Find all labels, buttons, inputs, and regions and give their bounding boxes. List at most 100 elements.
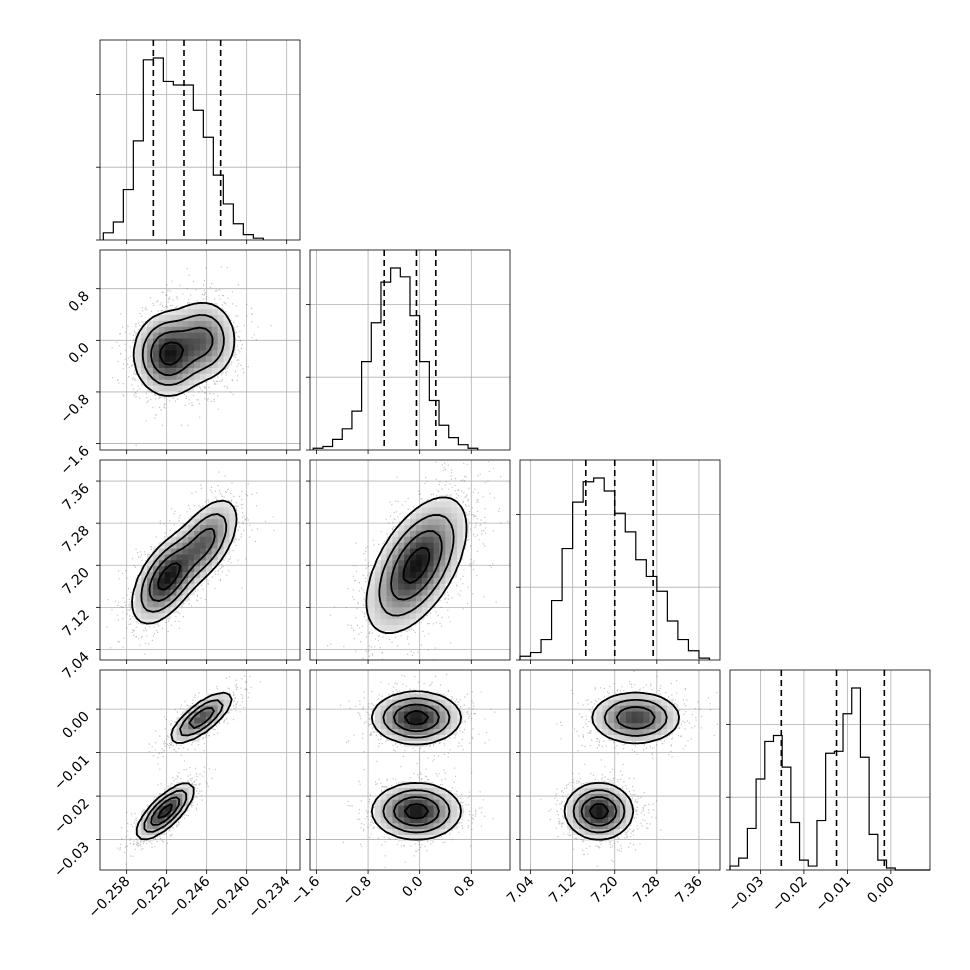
density-cell bbox=[182, 332, 189, 339]
density-cell bbox=[164, 385, 171, 392]
density-cell bbox=[374, 817, 381, 824]
density-cell bbox=[445, 524, 452, 531]
density-cell bbox=[380, 601, 387, 608]
density-cell bbox=[451, 512, 458, 520]
density-cell bbox=[135, 589, 142, 596]
density-cell bbox=[590, 811, 597, 818]
density-cell bbox=[386, 618, 393, 626]
density-cell bbox=[194, 314, 201, 321]
density-cell bbox=[135, 607, 142, 614]
density-cell bbox=[433, 554, 440, 561]
density-cell bbox=[427, 693, 434, 700]
density-cell bbox=[188, 571, 195, 578]
density-cell bbox=[164, 391, 171, 398]
density-cell bbox=[433, 571, 440, 578]
density-cell bbox=[421, 817, 428, 824]
contour-line bbox=[157, 562, 182, 591]
density-cell bbox=[188, 350, 195, 357]
contour-line bbox=[140, 513, 228, 613]
density-cell bbox=[608, 699, 615, 706]
density-cell bbox=[176, 314, 183, 321]
density-cell bbox=[631, 734, 638, 741]
density-cell bbox=[427, 501, 434, 508]
density-cell bbox=[141, 601, 148, 608]
density-cell bbox=[439, 722, 446, 730]
density-cell bbox=[374, 624, 381, 631]
density-cell bbox=[590, 799, 597, 806]
density-cell bbox=[194, 548, 201, 555]
density-cell bbox=[147, 805, 154, 812]
density-cell bbox=[392, 799, 399, 806]
panel-frame bbox=[309, 249, 511, 451]
density-cell bbox=[176, 577, 183, 584]
density-cell bbox=[596, 781, 603, 788]
density-cell bbox=[643, 693, 650, 700]
density-cell bbox=[404, 722, 411, 730]
density-cell bbox=[374, 589, 381, 596]
density-cell bbox=[608, 728, 615, 736]
density-cell bbox=[614, 799, 621, 806]
density-cell bbox=[614, 805, 621, 812]
density-cell bbox=[229, 507, 236, 514]
density-cell bbox=[637, 699, 644, 706]
density-cell bbox=[445, 705, 452, 712]
density-cell bbox=[374, 560, 381, 567]
density-cell bbox=[182, 722, 189, 730]
density-cell bbox=[170, 787, 177, 794]
scatter-points bbox=[117, 675, 262, 865]
density-cell bbox=[427, 793, 434, 800]
density-cell bbox=[421, 799, 428, 806]
density-cell bbox=[655, 722, 662, 730]
density-cell bbox=[188, 302, 195, 310]
density-cell bbox=[205, 355, 213, 363]
density-cell bbox=[410, 530, 417, 537]
density-cell bbox=[380, 560, 387, 567]
density-cell bbox=[176, 589, 183, 596]
density-cell bbox=[608, 705, 615, 712]
panel-3-2: 7.04 7.12 7.20 7.28 7.36 bbox=[504, 669, 721, 907]
density-cell bbox=[194, 518, 201, 526]
density-cell bbox=[205, 507, 213, 514]
density-cell bbox=[135, 350, 142, 357]
density-cell bbox=[386, 828, 393, 836]
density-cell bbox=[404, 693, 411, 700]
density-cell bbox=[445, 577, 452, 584]
density-cell bbox=[200, 530, 207, 537]
density-cell bbox=[223, 332, 230, 339]
panel-frame bbox=[519, 459, 721, 661]
contour-line bbox=[365, 496, 468, 634]
density-cell bbox=[427, 717, 434, 724]
density-cell bbox=[392, 589, 399, 596]
density-cell bbox=[386, 560, 393, 567]
density-cell bbox=[421, 601, 428, 608]
density-cell bbox=[427, 601, 434, 608]
density-cell bbox=[176, 361, 183, 368]
density-cell bbox=[439, 711, 446, 718]
density-cell bbox=[567, 799, 574, 806]
density-cell bbox=[194, 717, 201, 724]
density-cell bbox=[427, 524, 434, 531]
density-cell bbox=[188, 355, 195, 363]
density-cell bbox=[164, 589, 171, 596]
density-cell bbox=[182, 379, 189, 386]
x-tick-label: −0.234 bbox=[246, 873, 294, 921]
density-cell bbox=[427, 822, 434, 830]
density-cell bbox=[415, 536, 423, 543]
density-cell bbox=[590, 817, 597, 824]
density-cell bbox=[380, 728, 387, 736]
x-tick-label: 7.36 bbox=[672, 873, 705, 906]
density-cell bbox=[439, 560, 446, 567]
density-cell bbox=[217, 308, 224, 316]
density-cell bbox=[182, 361, 189, 368]
density-cell bbox=[451, 501, 458, 508]
density-cell bbox=[176, 385, 183, 392]
density-cell bbox=[170, 308, 177, 316]
density-cell bbox=[152, 583, 160, 590]
density-cell bbox=[200, 302, 207, 310]
density-cell bbox=[404, 822, 411, 830]
density-cell bbox=[141, 338, 148, 345]
density-cell bbox=[217, 361, 224, 368]
density-cell bbox=[170, 385, 177, 392]
histogram-1 bbox=[312, 267, 479, 450]
density-cell bbox=[170, 355, 177, 363]
